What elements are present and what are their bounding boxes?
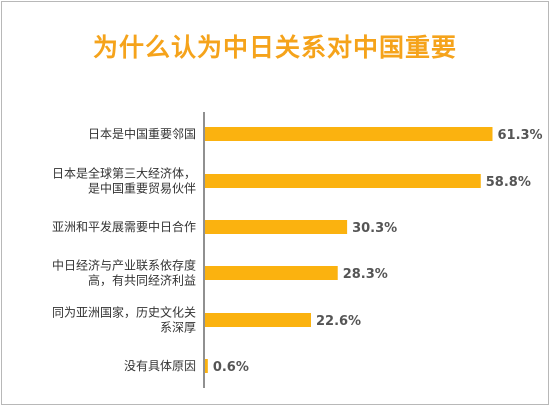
bar-5 xyxy=(205,313,311,327)
category-label-line: 是中国重要贸易伙伴 xyxy=(88,181,196,196)
category-label-line: 中日经济与产业联系依存度 xyxy=(52,258,196,273)
category-label-line: 同为亚洲国家，历史文化关 xyxy=(52,305,196,320)
category-label-3: 亚洲和平发展需要中日合作 xyxy=(52,219,196,234)
bar-3 xyxy=(205,220,348,234)
bar-6 xyxy=(205,359,208,373)
category-label-4: 中日经济与产业联系依存度高，有共同经济利益 xyxy=(52,258,196,288)
category-label-1: 日本是中国重要邻国 xyxy=(88,126,196,141)
category-label-line: 没有具体原因 xyxy=(124,358,196,373)
value-label-3: 30.3% xyxy=(352,221,397,236)
category-label-line: 日本是中国重要邻国 xyxy=(88,126,196,141)
value-label-4: 28.3% xyxy=(343,267,388,282)
category-label-2: 日本是全球第三大经济体，是中国重要贸易伙伴 xyxy=(52,166,196,196)
value-label-1: 61.3% xyxy=(497,128,542,143)
bar-1 xyxy=(205,127,493,141)
value-label-2: 58.8% xyxy=(486,175,531,190)
category-label-6: 没有具体原因 xyxy=(124,358,196,373)
category-label-line: 系深厚 xyxy=(160,321,196,335)
value-label-6: 0.6% xyxy=(213,360,249,375)
bar-2 xyxy=(205,174,481,188)
category-label-5: 同为亚洲国家，历史文化关系深厚 xyxy=(52,305,196,335)
category-label-line: 亚洲和平发展需要中日合作 xyxy=(52,219,196,234)
category-label-line: 日本是全球第三大经济体， xyxy=(52,166,196,181)
bar-4 xyxy=(205,266,338,280)
category-label-line: 高，有共同经济利益 xyxy=(88,273,196,288)
value-label-5: 22.6% xyxy=(316,314,361,329)
chart-title: 为什么认为中日关系对中国重要 xyxy=(92,33,457,62)
